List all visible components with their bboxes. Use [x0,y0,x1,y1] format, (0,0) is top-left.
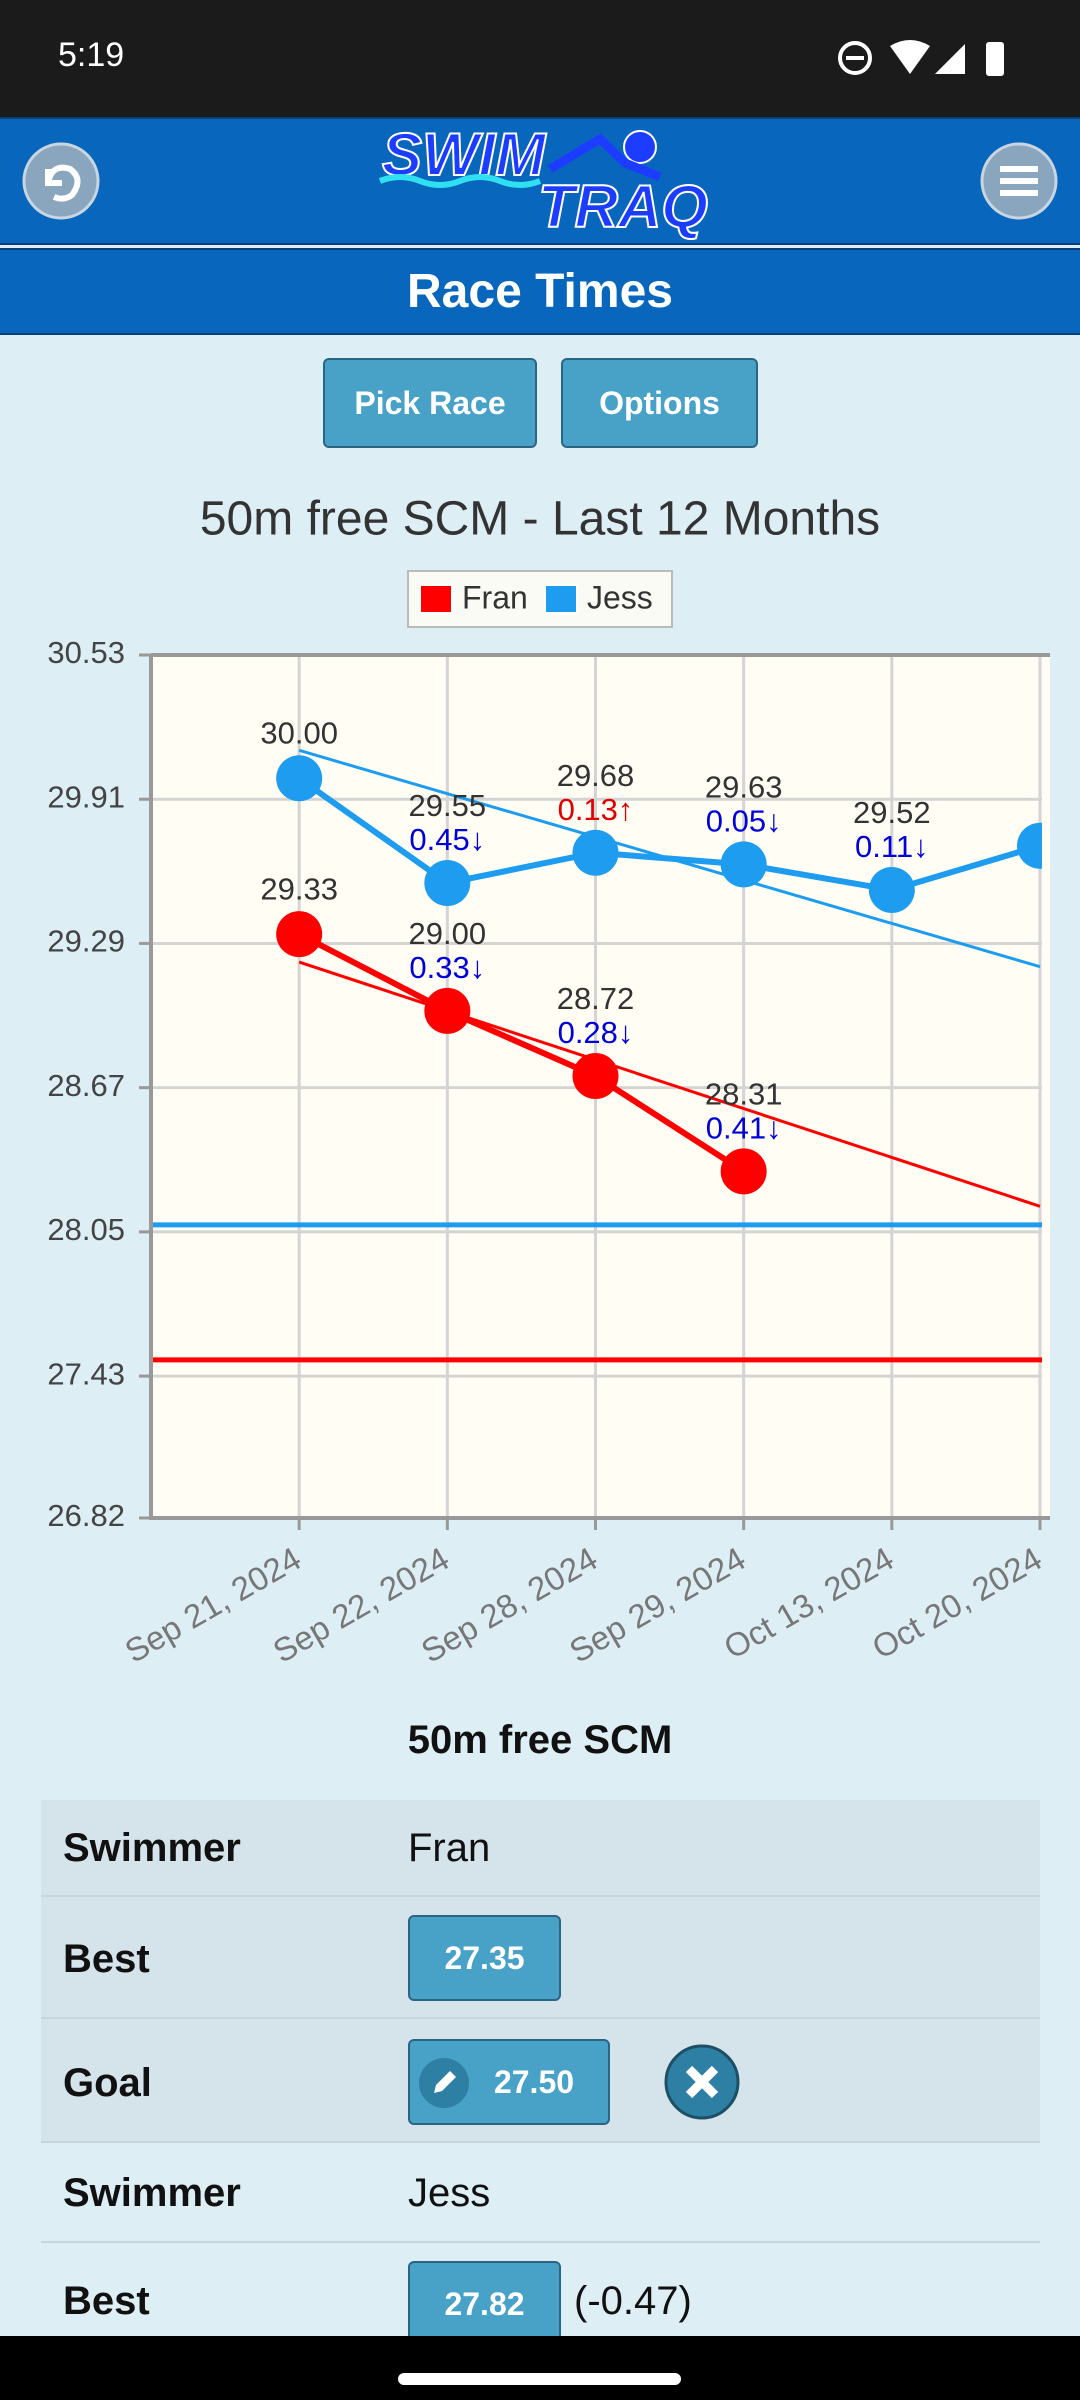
clock: 5:19 [58,36,125,74]
table-row: Best 27.82 (-0.47) [41,2243,1040,2363]
logo-wave [378,174,542,188]
data-point [276,755,323,802]
home-indicator[interactable] [398,2373,681,2385]
change-label: 0.45↓ [409,822,485,857]
edit-icon [419,2058,469,2108]
clear-goal-button[interactable] [663,2043,741,2121]
series-line [297,931,746,1174]
nav-bar [0,2336,1080,2400]
goal-button[interactable]: 27.50 [408,2039,610,2125]
row-value: Fran [408,1826,491,1870]
change-label: 0.05↓ [706,804,782,839]
data-point [424,859,471,906]
pick-race-button[interactable]: Pick Race [323,358,537,448]
back-button[interactable] [22,142,100,220]
data-point [276,911,323,958]
logo-text: TRAQ [538,173,708,240]
app-header: SWIM TRAQ [0,117,1080,245]
data-label: 29.68 [557,758,635,793]
goal-value: 27.50 [493,2064,575,2100]
change-label: 0.11↓ [855,829,929,864]
legend-label: Jess [587,579,653,615]
data-point [720,1148,767,1195]
trend-line [298,960,1041,1208]
data-point [572,829,619,876]
change-label: 0.13↑ [558,792,634,827]
data-point [720,841,767,888]
row-label: Goal [63,2061,152,2105]
header-graphics: SWIM TRAQ [22,120,1058,241]
change-label: 0.33↓ [409,950,485,985]
chart: 50m free SCM - Last 12 Months Fran Jess 29… [47,493,1050,1670]
options-button[interactable]: Options [561,358,758,448]
data-point [424,987,471,1034]
row-label: Best [63,1937,150,1981]
row-value: Jess [408,2171,491,2215]
y-tick-label: 30.53 [47,635,125,670]
series-line [297,775,1041,894]
data-point [572,1053,619,1100]
row-value: (-0.47) [574,2279,692,2323]
status-bar: 5:19 [0,0,1080,117]
row-label: Best [63,2279,150,2323]
x-tick-label: Oct 20, 2024 [866,1540,1048,1667]
best-button[interactable]: 27.35 [408,1915,561,2001]
data-label: 28.31 [705,1077,783,1112]
data-point [868,866,915,913]
table-row: Swimmer Jess [41,2143,1040,2243]
data-label: 29.63 [705,770,783,805]
table-row: Best 27.35 [41,1897,1040,2019]
logo-swimmer [547,133,662,182]
data-label: 30.00 [260,715,338,750]
y-tick-label: 27.43 [47,1356,125,1391]
table-title: 50m free SCM [407,1718,673,1762]
table-row: Swimmer Fran [41,1800,1040,1897]
plot-area: 29.33 29.000.33↓ 28.720.28↓ 28.310.41↓ 30.00… [151,653,1042,1520]
data-label: 29.52 [853,795,931,830]
table-row: Goal 27.50 [41,2019,1040,2143]
best-button[interactable]: 27.82 [408,2261,561,2347]
data-label: 29.33 [260,871,338,906]
legend-label: Fran [462,579,528,615]
row-label: Swimmer [63,1826,241,1870]
y-tick-label: 26.82 [47,1498,125,1533]
y-tick-label: 28.67 [47,1068,125,1103]
y-tick-label: 29.29 [47,924,125,959]
status-icons [838,40,1004,76]
legend-swatch [419,584,453,614]
change-label: 0.28↓ [558,1015,634,1050]
data-label: 29.00 [409,916,487,951]
data-label: 29.55 [409,788,487,823]
plot-frame [149,653,1050,1520]
legend: Fran Jess [407,570,673,628]
menu-button[interactable] [980,142,1058,220]
data-point [1017,822,1042,869]
chart-title: 50m free SCM - Last 12 Months [200,493,880,546]
data-label: 28.72 [557,981,635,1016]
row-label: Swimmer [63,2171,241,2215]
change-label: 0.41↓ [706,1111,782,1146]
legend-swatch [544,584,578,614]
page-title: Race Times [0,248,1080,335]
y-tick-label: 29.91 [47,779,125,814]
logo-swimmer [623,130,657,164]
y-tick-label: 28.05 [47,1212,125,1247]
